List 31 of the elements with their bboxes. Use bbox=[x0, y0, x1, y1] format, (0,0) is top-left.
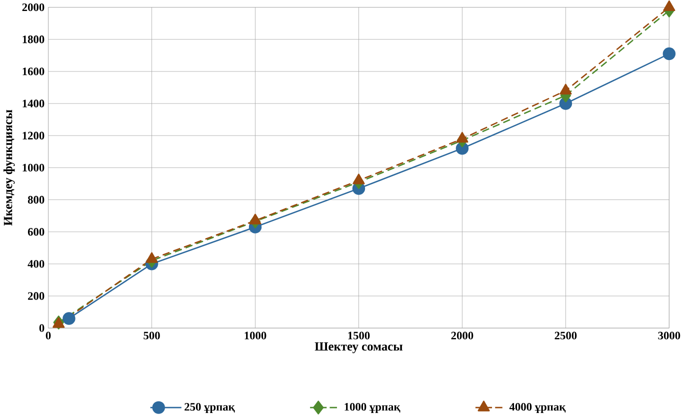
point bbox=[146, 252, 158, 263]
y-tick-label: 1400 bbox=[22, 100, 44, 108]
x-tick-label: 2500 bbox=[554, 332, 577, 340]
legend-label: 1000 ұрпақ bbox=[344, 402, 400, 413]
x-tick-label: 0 bbox=[46, 332, 51, 340]
y-tick-label: 200 bbox=[28, 292, 44, 300]
y-tick-label: 1600 bbox=[22, 67, 44, 76]
x-tick-label: 3000 bbox=[658, 332, 680, 340]
point bbox=[560, 84, 572, 94]
legend-label: 250 ұрпақ bbox=[184, 402, 235, 413]
y-tick-label: 800 bbox=[28, 196, 44, 204]
y-tick-label: 1000 bbox=[22, 164, 44, 172]
y-tick-label: 600 bbox=[28, 228, 44, 236]
x-tick-label: 1500 bbox=[348, 332, 370, 340]
y-axis-title: Икемдеу функциясы bbox=[3, 110, 15, 226]
legend-label: 4000 ұрпақ bbox=[509, 402, 566, 413]
y-tick-label: 1800 bbox=[22, 35, 44, 44]
point bbox=[62, 312, 76, 325]
y-tick-label: 2000 bbox=[22, 3, 44, 11]
x-tick-label: 500 bbox=[144, 332, 160, 340]
x-tick-label: 2000 bbox=[451, 332, 474, 340]
y-tick-label: 1200 bbox=[22, 132, 44, 140]
y-tick-label: 400 bbox=[28, 260, 44, 268]
x-axis-title: Шектеу сомасы bbox=[314, 342, 402, 354]
point bbox=[456, 132, 468, 142]
point bbox=[662, 47, 676, 60]
x-tick-label: 1000 bbox=[244, 332, 266, 340]
point bbox=[352, 174, 365, 184]
y-tick-label: 0 bbox=[39, 324, 44, 332]
point bbox=[663, 0, 676, 11]
point bbox=[249, 214, 262, 224]
